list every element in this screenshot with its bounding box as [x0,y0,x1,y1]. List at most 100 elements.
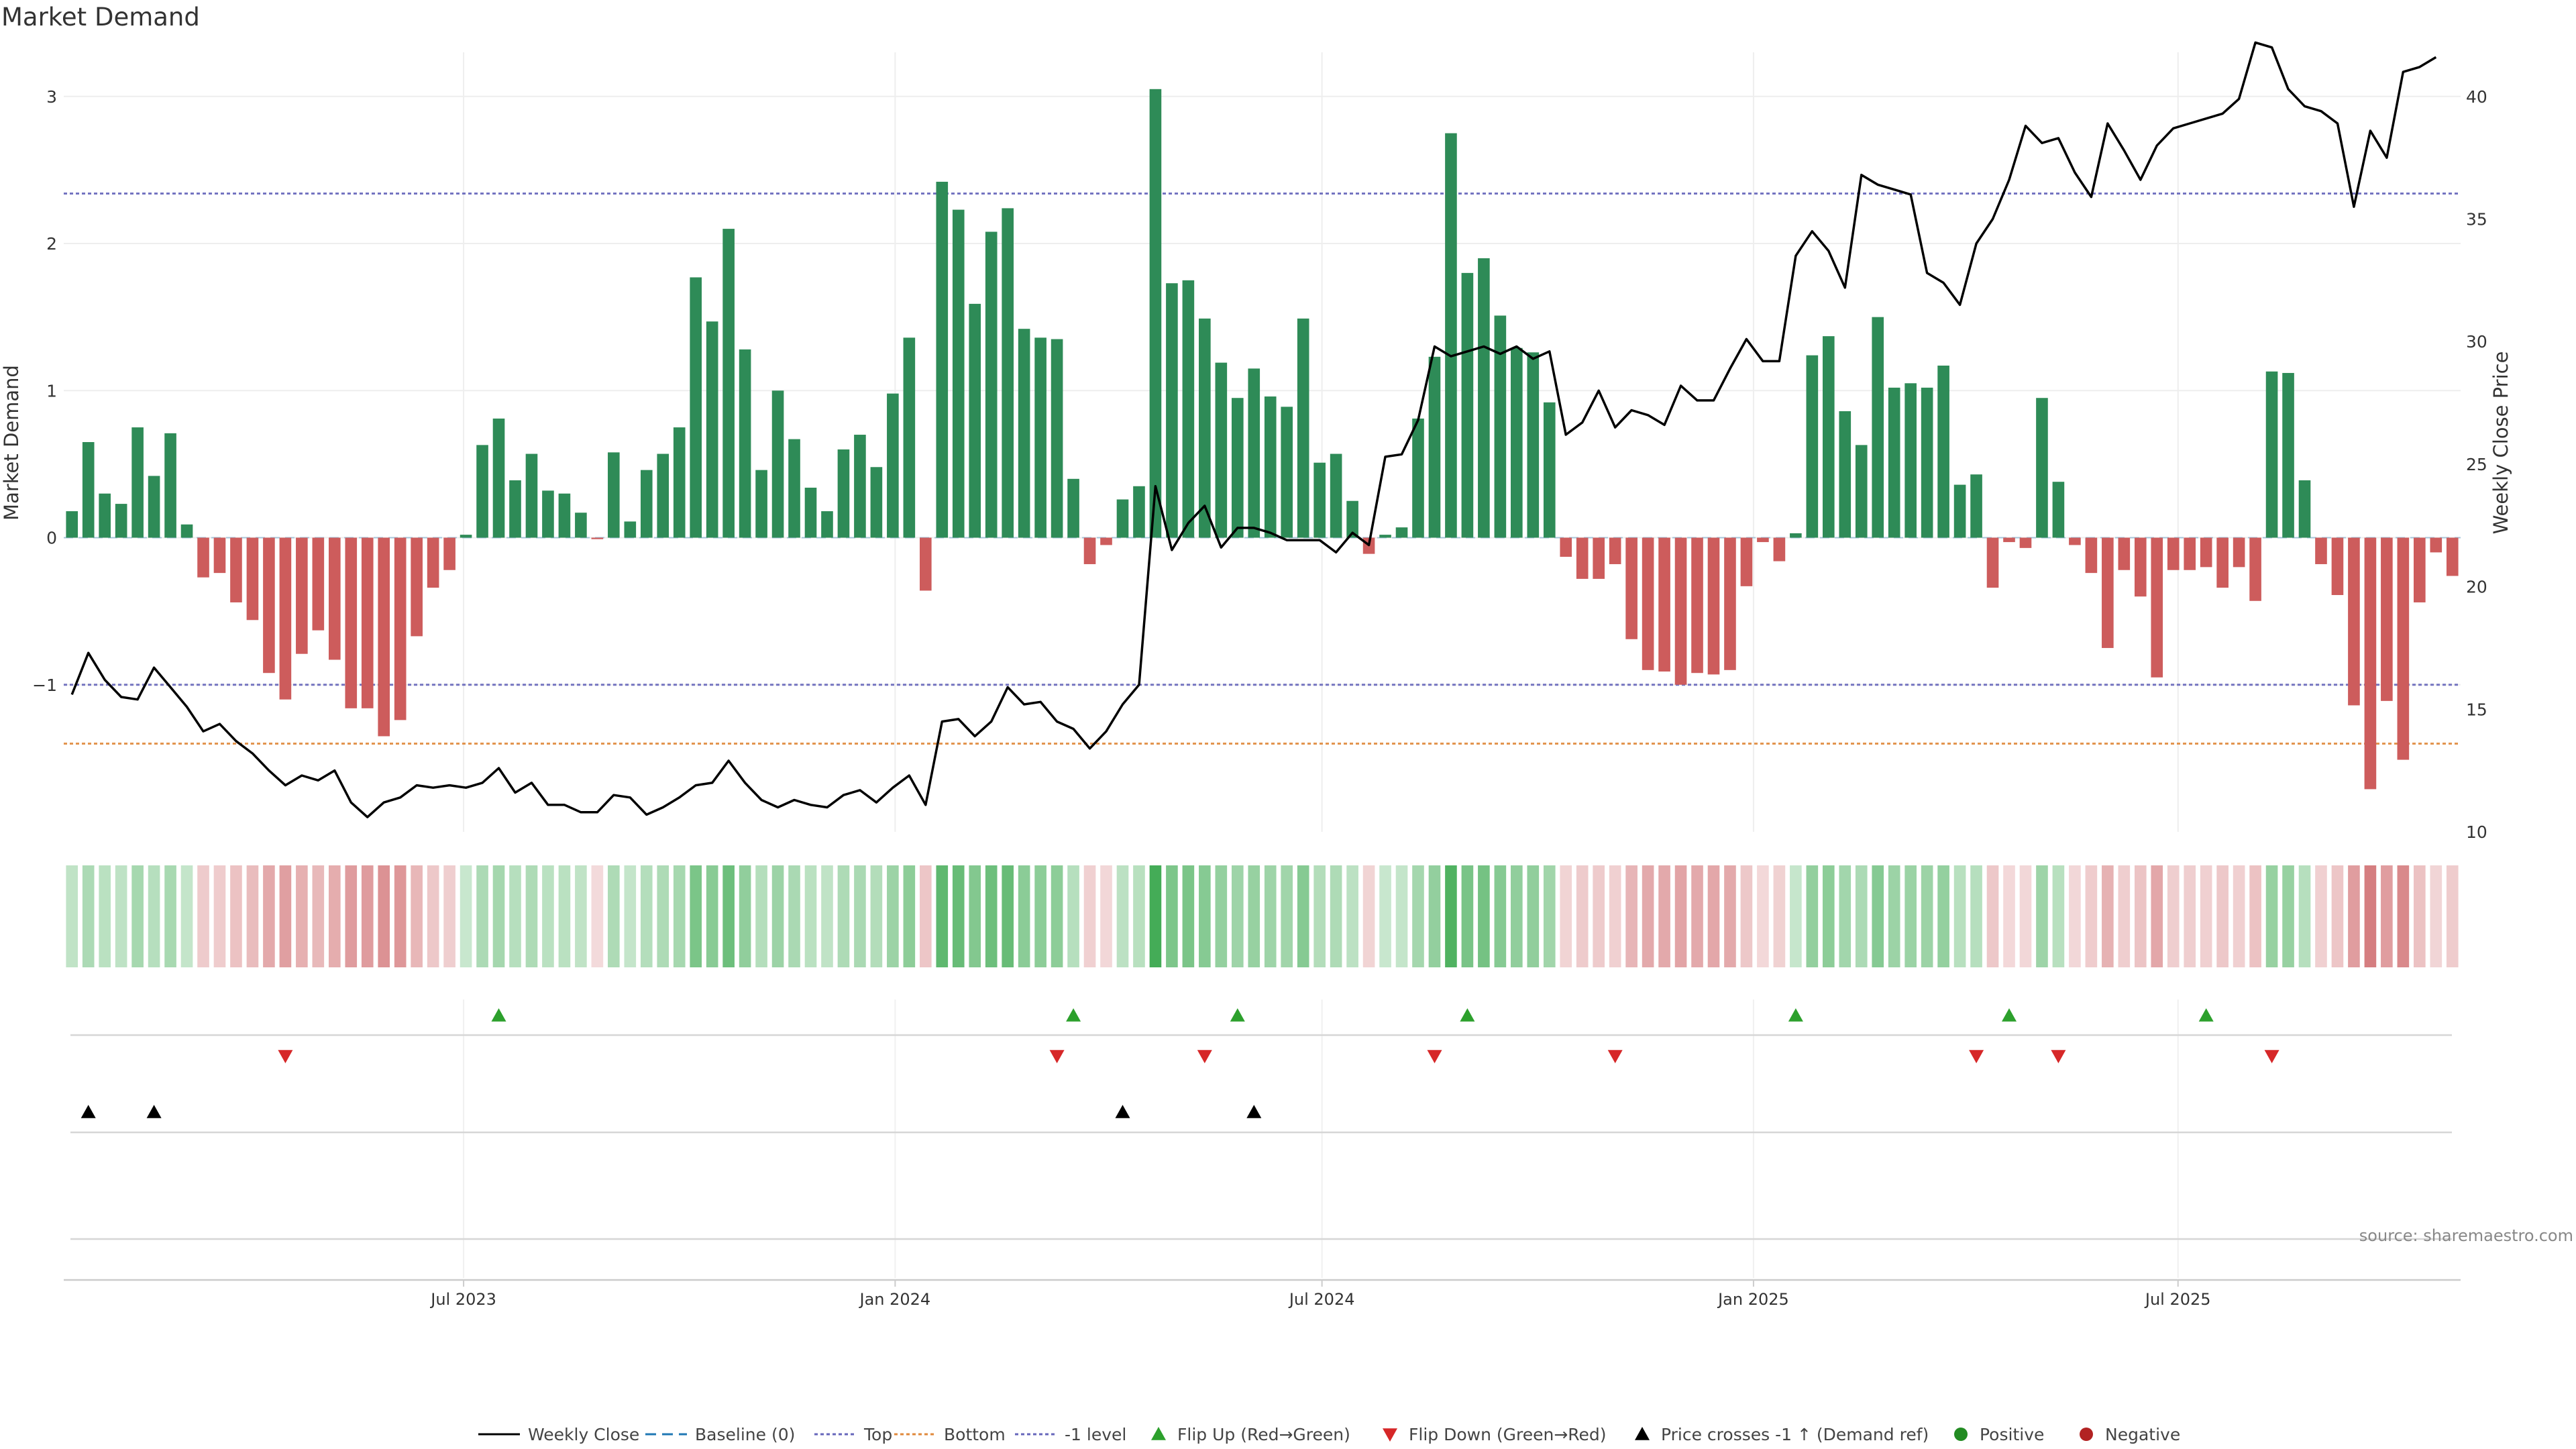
legend-item: Flip Down (Green→Red) [1383,1425,1607,1444]
legend-item: -1 level [1015,1425,1126,1444]
heat-cell [1921,865,1933,967]
heat-cell [1034,865,1046,967]
demand-bar [640,470,653,538]
heat-cell [1018,865,1030,967]
heat-cell [509,865,521,967]
heat-cell [1248,865,1260,967]
demand-bar [1116,499,1129,538]
demand-bar [1806,355,1819,538]
heat-cell [591,865,604,967]
heat-cell [1511,865,1523,967]
demand-bar [804,487,817,538]
right-tick-label: 20 [2466,578,2487,597]
heat-cell [1100,865,1112,967]
x-tick-label: Jul 2025 [2144,1290,2211,1309]
heat-cell [1560,865,1572,967]
demand-bar [1740,537,1753,586]
demand-bar [1707,537,1720,675]
heat-cell [2298,865,2311,967]
heat-cell [2003,865,2015,967]
demand-bar [1839,411,1851,538]
demand-bar [180,524,193,538]
flip-up-marker [1460,1008,1475,1022]
flip-down-marker [2051,1050,2066,1063]
right-tick-label: 30 [2466,332,2487,352]
demand-bar [739,349,751,538]
legend-swatch-marker [2080,1428,2093,1441]
demand-bar [1182,280,1195,538]
demand-bar [1264,396,1277,538]
flip-down-marker [1197,1050,1212,1063]
heat-cell [1395,865,1408,967]
demand-bar [1215,362,1228,538]
heat-cell [2118,865,2131,967]
demand-bar [2151,537,2163,678]
demand-bar [2331,537,2344,596]
legend-item: Baseline (0) [645,1425,795,1444]
x-tick-label: Jan 2024 [859,1290,931,1309]
demand-bar [1100,537,1112,545]
demand-bar [1133,486,1145,538]
heat-cell [1822,865,1835,967]
demand-bar [2364,537,2377,790]
demand-bar [673,427,686,538]
demand-bar [936,181,949,538]
heat-cell [1855,865,1868,967]
heat-cell [2052,865,2065,967]
heat-cell [2381,865,2393,967]
demand-bar [1461,272,1474,538]
demand-bar [1527,352,1540,538]
demand-bar [1593,537,1605,579]
demand-bar [1051,339,1063,538]
heat-cell [115,865,127,967]
demand-bar [1674,537,1687,685]
heat-cell [854,865,866,967]
demand-bar [1642,537,1654,670]
right-axis-ticks: 10 15 20 25 30 35 40 [2466,87,2487,842]
demand-bar [2102,537,2114,648]
heat-cell [443,865,455,967]
heat-cell [2414,865,2426,967]
demand-bar [1576,537,1589,579]
signal-lanes [70,1000,2452,1278]
heat-cell [1658,865,1670,967]
legend-label: Positive [1980,1425,2044,1444]
right-tick-label: 25 [2466,455,2487,474]
demand-bar [1560,537,1572,557]
demand-bar [706,321,718,538]
heat-cell [1067,865,1079,967]
demand-bar [1395,527,1408,538]
heat-cell [263,865,275,967]
demand-bar [1281,407,1293,538]
heat-cell [706,865,718,967]
heat-cell [460,865,472,967]
heat-cell [2364,865,2377,967]
heat-cell [246,865,259,967]
demand-bar [1166,283,1178,538]
heat-cell [394,865,407,967]
heat-cell [1330,865,1342,967]
demand-bar [542,490,554,538]
heat-cell [936,865,949,967]
left-tick-label: 3 [46,87,57,107]
demand-bar [1494,315,1507,538]
heat-cell [411,865,423,967]
flip-up-marker [2002,1008,2017,1022]
right-tick-label: 10 [2466,822,2487,842]
flip-up-marker [2198,1008,2214,1022]
heat-cell [788,865,800,967]
heat-cell [1707,865,1720,967]
flip-up-marker [1066,1008,1081,1022]
demand-bar [230,537,242,602]
heat-cell [312,865,325,967]
demand-bar [821,511,833,538]
heat-cell [1494,865,1507,967]
legend-swatch-marker [1151,1427,1166,1440]
left-tick-label: 2 [46,234,57,254]
demand-bar [1412,418,1424,538]
demand-bar [1313,462,1326,538]
heat-cell [969,865,981,967]
heat-cell [180,865,193,967]
demand-bar [1248,368,1260,538]
heat-cell [2200,865,2212,967]
